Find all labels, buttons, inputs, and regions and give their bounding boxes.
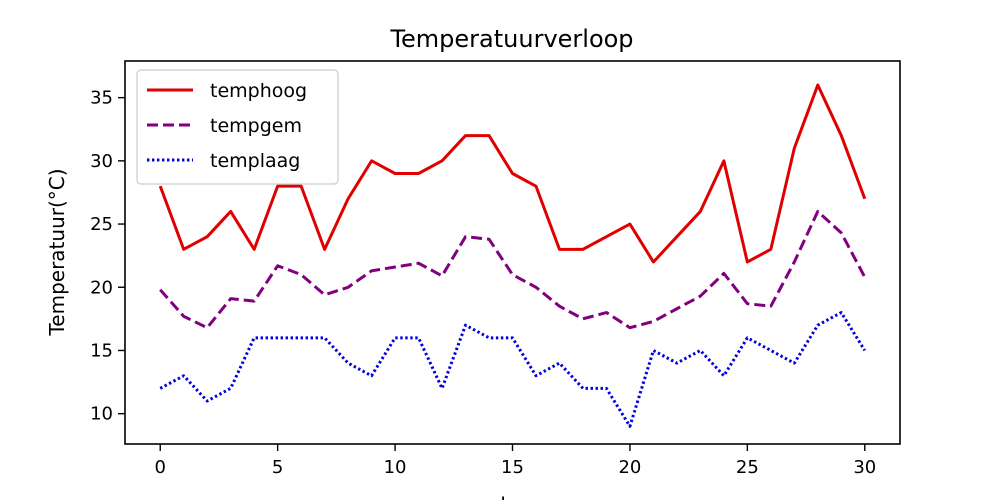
- y-axis: 10 15 20 25 30 35: [90, 88, 125, 425]
- x-tick-label: 30: [853, 457, 876, 478]
- legend: temphoog tempgem templaag: [136, 69, 339, 185]
- legend-label-tempgem: tempgem: [210, 115, 302, 137]
- chart-title: Temperatuurverloop: [389, 25, 633, 53]
- series-line-temphoog: [158, 83, 867, 264]
- x-tick-label: 15: [501, 457, 524, 478]
- y-tick-label: 15: [90, 340, 113, 361]
- x-tick-label: 10: [384, 457, 407, 478]
- x-tick-label: 20: [618, 457, 641, 478]
- y-tick-label: 35: [90, 88, 113, 109]
- series-line-templaag: [159, 311, 867, 428]
- legend-label-templaag: templaag: [210, 150, 300, 172]
- y-axis-label: Temperatuur(°C): [45, 168, 69, 336]
- x-tick-label: 0: [155, 457, 166, 478]
- x-tick-label: 25: [736, 457, 759, 478]
- x-axis-label: dag: [493, 493, 531, 500]
- x-axis: 0 5 10 15 20 25 30: [155, 444, 876, 478]
- y-tick-label: 25: [90, 214, 113, 235]
- legend-label-temphoog: temphoog: [210, 80, 307, 102]
- y-tick-label: 30: [90, 151, 113, 172]
- series-line-tempgem: [159, 209, 867, 330]
- legend-box: [136, 69, 339, 185]
- x-tick-label: 5: [272, 457, 283, 478]
- y-tick-label: 20: [90, 277, 113, 298]
- y-tick-label: 10: [90, 404, 113, 425]
